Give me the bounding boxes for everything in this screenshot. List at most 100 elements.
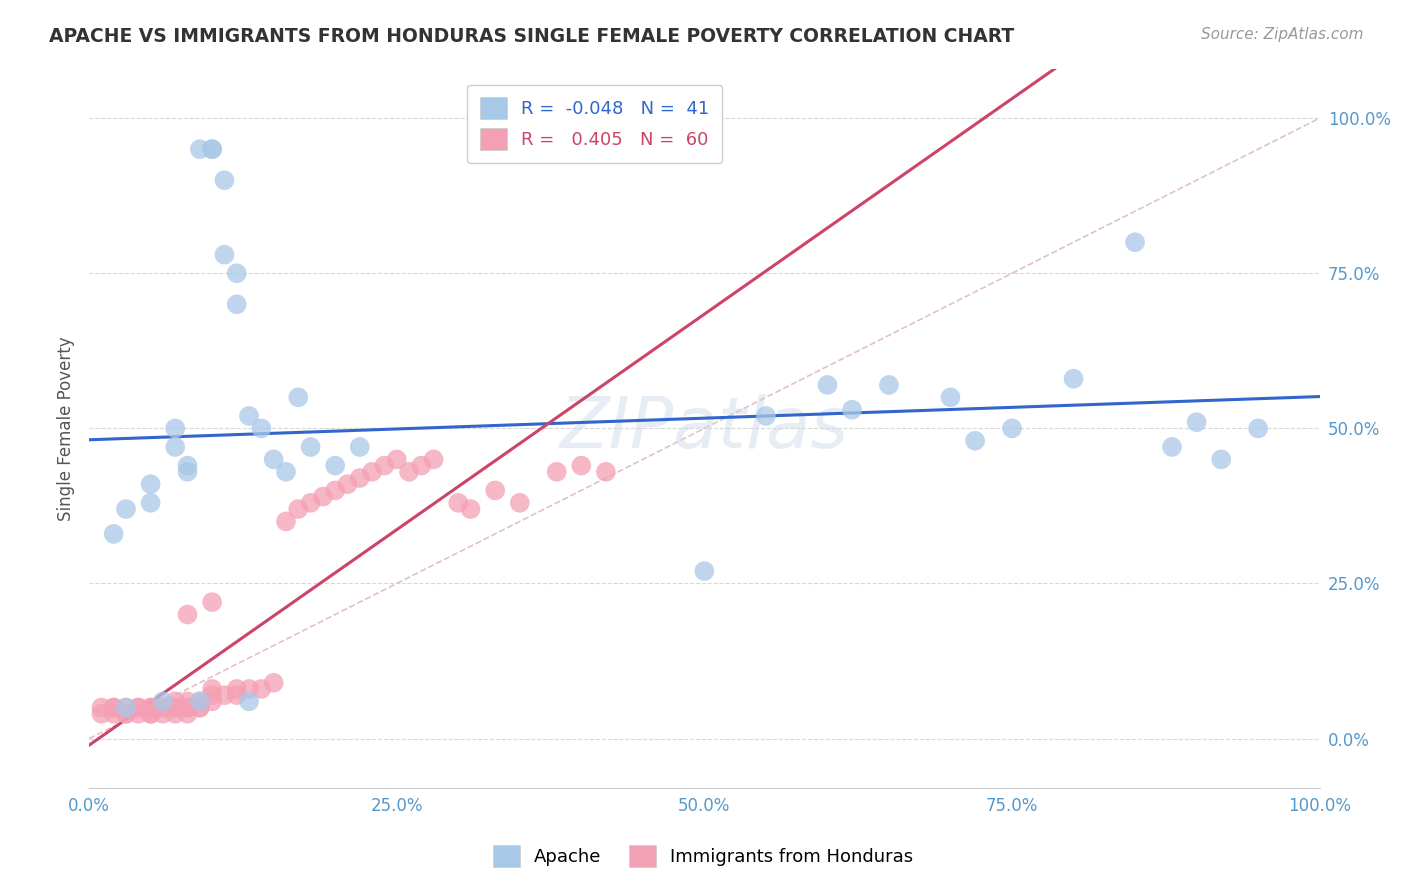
Point	[188, 700, 211, 714]
Point	[250, 681, 273, 696]
Text: Source: ZipAtlas.com: Source: ZipAtlas.com	[1201, 27, 1364, 42]
Point	[323, 483, 346, 498]
Point	[103, 526, 125, 541]
Y-axis label: Single Female Poverty: Single Female Poverty	[58, 336, 75, 521]
Point	[693, 564, 716, 578]
Point	[312, 490, 335, 504]
Point	[336, 477, 359, 491]
Point	[165, 694, 187, 708]
Point	[323, 458, 346, 473]
Point	[1123, 235, 1146, 250]
Point	[201, 681, 224, 696]
Point	[373, 458, 395, 473]
Point	[250, 421, 273, 435]
Point	[188, 694, 211, 708]
Point	[398, 465, 420, 479]
Point	[201, 595, 224, 609]
Point	[939, 390, 962, 404]
Point	[139, 477, 162, 491]
Point	[201, 142, 224, 156]
Point	[201, 142, 224, 156]
Point	[422, 452, 444, 467]
Point	[214, 688, 236, 702]
Point	[263, 452, 285, 467]
Point	[965, 434, 987, 448]
Point	[287, 502, 309, 516]
Point	[165, 421, 187, 435]
Point	[103, 700, 125, 714]
Point	[103, 706, 125, 721]
Point	[176, 458, 198, 473]
Point	[90, 700, 112, 714]
Point	[484, 483, 506, 498]
Point	[1001, 421, 1024, 435]
Point	[1185, 415, 1208, 429]
Point	[139, 706, 162, 721]
Point	[115, 706, 138, 721]
Point	[225, 688, 247, 702]
Point	[214, 173, 236, 187]
Point	[841, 402, 863, 417]
Point	[188, 694, 211, 708]
Point	[90, 706, 112, 721]
Point	[139, 706, 162, 721]
Point	[139, 700, 162, 714]
Point	[115, 700, 138, 714]
Point	[127, 700, 149, 714]
Point	[299, 496, 322, 510]
Point	[165, 700, 187, 714]
Point	[238, 694, 260, 708]
Point	[349, 471, 371, 485]
Point	[115, 706, 138, 721]
Point	[546, 465, 568, 479]
Point	[225, 681, 247, 696]
Point	[509, 496, 531, 510]
Point	[299, 440, 322, 454]
Point	[274, 515, 297, 529]
Point	[225, 297, 247, 311]
Point	[1161, 440, 1184, 454]
Point	[460, 502, 482, 516]
Point	[1247, 421, 1270, 435]
Point	[127, 706, 149, 721]
Text: ZIPatlas: ZIPatlas	[560, 394, 849, 463]
Point	[127, 700, 149, 714]
Point	[152, 700, 174, 714]
Point	[152, 700, 174, 714]
Point	[115, 700, 138, 714]
Legend: R =  -0.048   N =  41, R =   0.405   N =  60: R = -0.048 N = 41, R = 0.405 N = 60	[467, 85, 723, 163]
Point	[176, 706, 198, 721]
Point	[263, 675, 285, 690]
Point	[877, 378, 900, 392]
Point	[1211, 452, 1233, 467]
Text: APACHE VS IMMIGRANTS FROM HONDURAS SINGLE FEMALE POVERTY CORRELATION CHART: APACHE VS IMMIGRANTS FROM HONDURAS SINGL…	[49, 27, 1015, 45]
Point	[815, 378, 838, 392]
Point	[214, 247, 236, 261]
Point	[385, 452, 408, 467]
Point	[411, 458, 433, 473]
Point	[1063, 372, 1085, 386]
Point	[139, 700, 162, 714]
Point	[349, 440, 371, 454]
Point	[201, 694, 224, 708]
Point	[274, 465, 297, 479]
Point	[176, 700, 198, 714]
Point	[152, 706, 174, 721]
Point	[188, 142, 211, 156]
Point	[165, 700, 187, 714]
Point	[139, 496, 162, 510]
Point	[176, 700, 198, 714]
Point	[152, 694, 174, 708]
Point	[165, 440, 187, 454]
Point	[361, 465, 384, 479]
Point	[569, 458, 592, 473]
Point	[115, 502, 138, 516]
Point	[595, 465, 617, 479]
Point	[176, 607, 198, 622]
Legend: Apache, Immigrants from Honduras: Apache, Immigrants from Honduras	[485, 838, 921, 874]
Point	[165, 706, 187, 721]
Point	[103, 700, 125, 714]
Point	[225, 266, 247, 280]
Point	[176, 694, 198, 708]
Point	[287, 390, 309, 404]
